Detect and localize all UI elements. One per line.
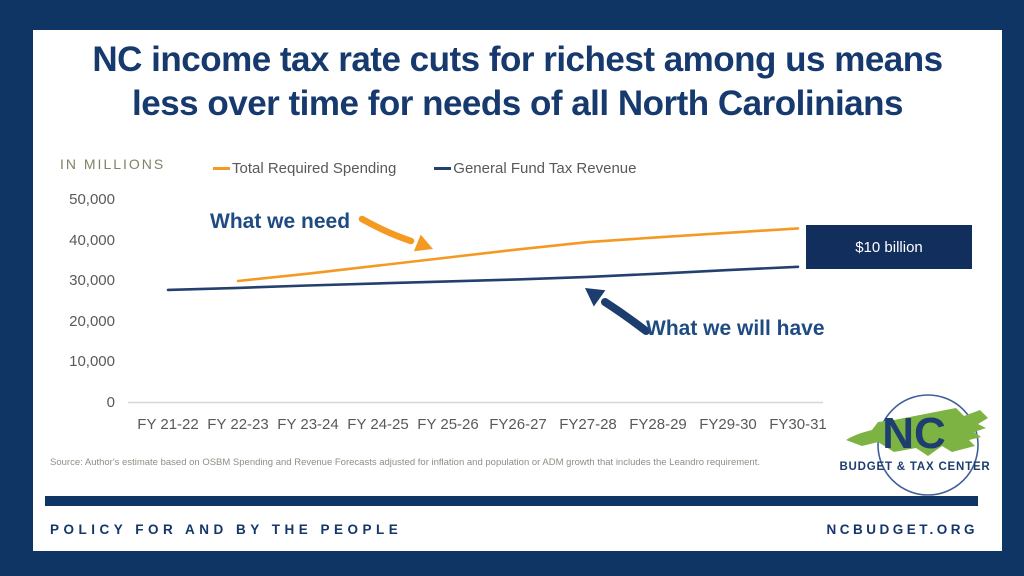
y-tick-label: 0: [106, 393, 115, 411]
series-line-total-required-spending: [236, 227, 800, 283]
footer-divider: [45, 496, 978, 506]
y-tick-label: 10,000: [69, 353, 115, 370]
gap-amount-badge: $10 billion: [806, 225, 972, 269]
y-tick-label: 50,000: [69, 191, 115, 208]
source-note: Source: Author's estimate based on OSBM …: [50, 457, 760, 468]
x-tick-label: FY29-30: [699, 416, 757, 433]
x-tick-label: FY 21-22: [137, 416, 199, 433]
org-logo: NC BUDGET & TAX CENTER: [828, 390, 1024, 530]
series-line-general-fund-tax-revenue: [166, 265, 800, 292]
annotation-what-we-need: What we need: [210, 210, 351, 233]
x-tick-label: FY30-31: [769, 416, 827, 433]
footer-website: NCBUDGET.ORG: [826, 522, 978, 537]
footer-tagline: POLICY FOR AND BY THE PEOPLE: [50, 522, 403, 537]
logo-org-name: BUDGET & TAX CENTER: [839, 461, 990, 473]
y-tick-label: 20,000: [69, 312, 115, 330]
x-tick-label: FY26-27: [489, 416, 547, 433]
x-tick-label: FY 24-25: [347, 416, 409, 433]
x-tick-label: FY 22-23: [207, 416, 269, 433]
logo-abbr-text: NC: [882, 409, 946, 458]
chart-legend: Total Required Spending General Fund Tax …: [213, 160, 636, 177]
axis-units-label: IN MILLIONS: [60, 156, 166, 172]
legend-swatch-icon: [213, 167, 230, 170]
content-panel: NC income tax rate cuts for richest amon…: [33, 30, 1002, 551]
chart-series-group: [166, 227, 800, 292]
annotation-what-we-will-have: What we will have: [646, 317, 825, 340]
nc-state-shape-icon: [846, 408, 988, 456]
legend-swatch-icon: [434, 167, 452, 170]
legend-label: General Fund Tax Revenue: [453, 160, 637, 177]
what-we-will-have-arrow-icon: [585, 288, 650, 335]
x-tick-label: FY28-29: [629, 416, 687, 433]
x-tick-label: FY27-28: [559, 416, 617, 433]
title-line-2: less over time for needs of all North Ca…: [132, 84, 903, 123]
title-line-1: NC income tax rate cuts for richest amon…: [92, 40, 943, 79]
legend-item: Total Required Spending: [213, 160, 396, 177]
legend-item: General Fund Tax Revenue: [434, 160, 636, 177]
page-title: NC income tax rate cuts for richest amon…: [33, 38, 1002, 126]
legend-label: Total Required Spending: [232, 160, 397, 177]
org-logo-graphic: NC BUDGET & TAX CENTER: [839, 394, 990, 496]
what-we-need-arrow-icon: [358, 215, 433, 252]
x-tick-label: FY 25-26: [417, 416, 479, 433]
x-tick-label: FY 23-24: [277, 416, 339, 433]
y-tick-label: 30,000: [69, 272, 115, 289]
y-tick-label: 40,000: [69, 231, 115, 249]
